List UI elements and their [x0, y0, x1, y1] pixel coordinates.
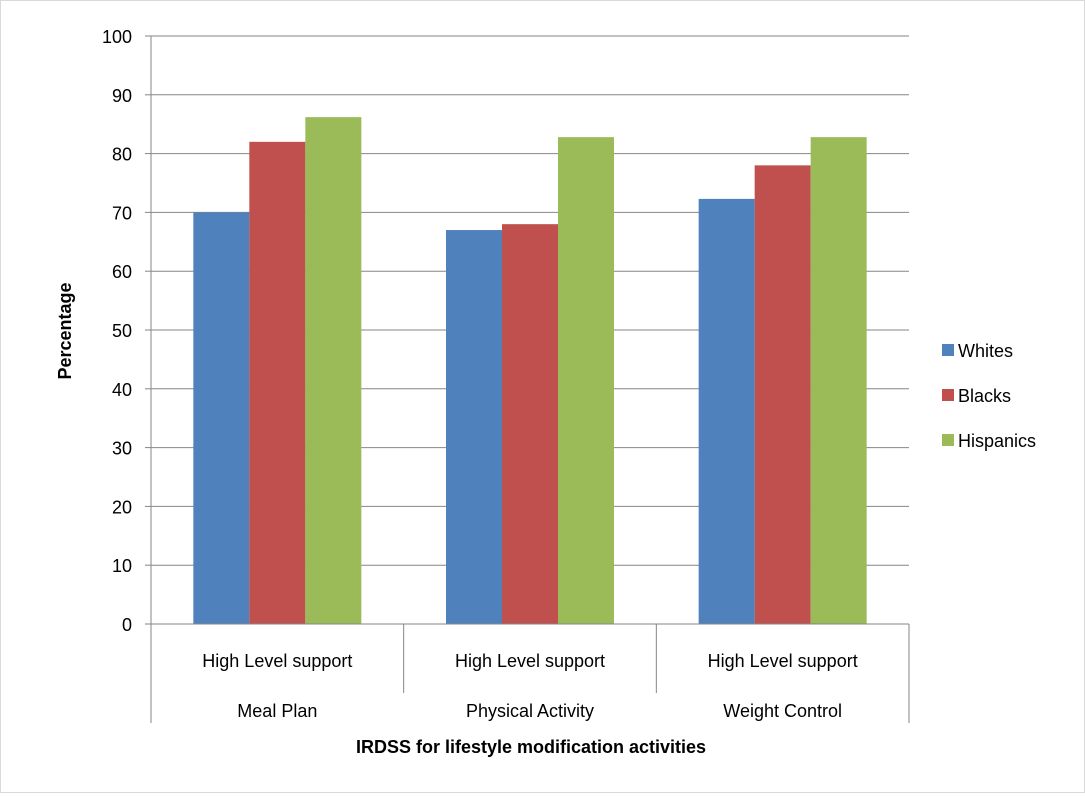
legend-label-whites: Whites	[958, 341, 1013, 361]
x-category-labels: High Level support Meal Plan High Level su…	[150, 624, 910, 723]
category-label-level2: Meal Plan	[237, 701, 317, 721]
bar-hispanics-1	[305, 117, 362, 625]
legend-label-blacks: Blacks	[958, 386, 1011, 406]
y-tick-label: 0	[122, 615, 132, 635]
legend-swatch-hispanics	[942, 434, 954, 446]
bar-whites-3	[698, 198, 755, 624]
y-tick-labels: 0 10 20 30 40 50 60 70 80 90 100	[102, 27, 132, 635]
bar-whites-2	[446, 230, 502, 625]
bar-hispanics-2	[558, 137, 614, 625]
category-label-level1: High Level support	[455, 651, 605, 671]
axes	[150, 36, 909, 625]
bar-blacks-1	[249, 141, 306, 624]
legend-swatch-blacks	[942, 389, 954, 401]
bars	[193, 117, 867, 625]
category-label-level1: High Level support	[202, 651, 352, 671]
bar-hispanics-3	[810, 137, 867, 625]
bar-blacks-2	[502, 224, 558, 624]
y-tick-label: 60	[112, 262, 132, 282]
y-tick-label: 10	[112, 556, 132, 576]
y-axis-label: Percentage	[55, 282, 75, 379]
x-axis-label: IRDSS for lifestyle modification activit…	[356, 737, 706, 757]
legend-label-hispanics: Hispanics	[958, 431, 1036, 451]
y-tick-label: 20	[112, 497, 132, 517]
y-tick-label: 50	[112, 321, 132, 341]
bar-blacks-3	[754, 165, 811, 625]
category-label-level2: Physical Activity	[466, 701, 594, 721]
category-label-level2: Weight Control	[723, 701, 842, 721]
y-tick-label: 40	[112, 380, 132, 400]
legend-swatch-whites	[942, 344, 954, 356]
bar-whites-1	[193, 212, 250, 624]
y-tick-label: 100	[102, 27, 132, 47]
category-label-level1: High Level support	[708, 651, 858, 671]
y-tick-label: 30	[112, 439, 132, 459]
y-tick-label: 90	[112, 86, 132, 106]
y-tick-label: 80	[112, 145, 132, 165]
legend: Whites Blacks Hispanics	[942, 341, 1036, 451]
y-tick-label: 70	[112, 203, 132, 223]
